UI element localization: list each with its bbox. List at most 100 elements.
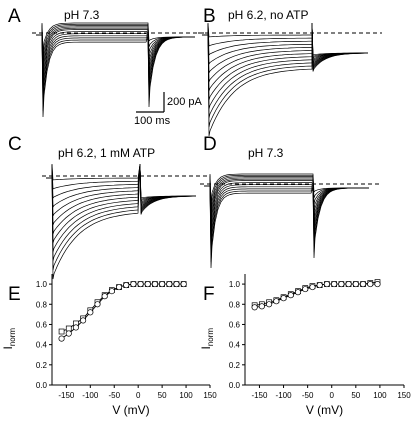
y-tick-label-e: 0.8	[36, 300, 48, 309]
y-tick-label-e: 0.6	[36, 320, 48, 329]
data-point-square-e	[65, 325, 72, 332]
data-point-circle-f	[374, 281, 381, 288]
fit-curve-square-e	[61, 283, 184, 332]
current-trace-d	[204, 185, 369, 269]
current-traces-a	[32, 22, 209, 118]
data-point-circle-f	[273, 298, 280, 305]
data-point-circle-f	[251, 304, 258, 311]
current-trace-c	[46, 163, 197, 202]
current-trace-c	[46, 163, 196, 201]
current-trace-b	[202, 22, 368, 56]
current-traces-b	[198, 22, 382, 137]
x-axis-label-f: V (mV)	[306, 403, 343, 417]
current-trace-d	[204, 182, 369, 245]
data-point-circle-f	[331, 281, 338, 288]
data-point-circle-f	[367, 281, 374, 288]
data-point-circle-e	[137, 281, 144, 288]
x-tick-label-f: -50	[302, 391, 314, 400]
fit-curve-circle-e	[61, 283, 184, 339]
x-tick-label-e: -150	[58, 391, 75, 400]
y-axis-label-subscript-e: norm	[8, 328, 17, 347]
data-point-circle-f	[345, 281, 352, 288]
condition-label-c: pH 6.2, 1 mM ATP	[58, 146, 155, 160]
y-axis-label-f: Inorm	[199, 328, 215, 350]
current-trace-d	[204, 185, 369, 263]
x-tick-label-f: -150	[251, 391, 268, 400]
current-trace-c	[46, 163, 196, 271]
data-point-circle-f	[280, 295, 287, 302]
data-point-circle-e	[94, 301, 101, 308]
fit-curve-square-f	[254, 281, 378, 306]
condition-label-d: pH 7.3	[248, 146, 284, 160]
data-point-circle-e	[130, 281, 137, 288]
data-point-circle-e	[151, 281, 158, 288]
data-point-circle-f	[352, 281, 359, 288]
current-traces-c	[42, 163, 208, 280]
data-point-circle-f	[302, 286, 309, 293]
panel-letter-b: B	[203, 6, 216, 27]
x-tick-label-e: 0	[136, 391, 141, 400]
iv-chart-f: 0.0 0.2 0.4 0.6 0.8 1.0 -150 -100 -50 0 50 100 150 V …	[199, 274, 411, 417]
panel-letter-e: E	[8, 284, 21, 305]
y-tick-label-e: 0.4	[36, 341, 48, 350]
y-tick-label-f: 0.6	[229, 320, 241, 329]
iv-chart-e: 0.0 0.2 0.4 0.6 0.8 1.0 -150 -100 -50 0 50 100 150 V …	[1, 274, 217, 417]
current-trace-d	[204, 184, 369, 257]
data-point-circle-e	[115, 284, 123, 291]
current-trace-a	[36, 31, 195, 94]
data-point-circle-f	[309, 284, 316, 291]
condition-label-b: pH 6.2, no ATP	[228, 8, 309, 22]
current-trace-a	[36, 30, 195, 88]
current-trace-b	[202, 22, 368, 137]
data-point-circle-f	[323, 281, 330, 288]
data-point-circle-e	[72, 324, 79, 331]
data-point-circle-e	[87, 309, 94, 316]
scale-bar: 200 pA 100 ms	[134, 92, 203, 127]
y-tick-label-e: 0.0	[36, 381, 48, 390]
data-point-circle-e	[166, 281, 173, 288]
x-tick-label-e: 100	[179, 391, 193, 400]
x-tick-label-f: 50	[351, 391, 360, 400]
x-tick-label-f: -100	[276, 391, 293, 400]
x-tick-label-e: -100	[82, 391, 99, 400]
x-tick-label-f: 0	[330, 391, 335, 400]
y-tick-label-e: 0.2	[36, 361, 48, 370]
y-tick-label-f: 0.0	[229, 381, 241, 390]
data-point-square-e	[58, 328, 65, 335]
x-tick-label-f: 150	[397, 391, 411, 400]
y-axis-label-subscript-f: norm	[206, 328, 215, 347]
panel-letter-c: C	[8, 134, 22, 155]
data-point-circle-f	[294, 289, 302, 296]
x-tick-label-e: 50	[158, 391, 167, 400]
data-point-circle-f	[287, 292, 294, 299]
data-point-circle-f	[338, 281, 345, 288]
current-trace-a	[36, 33, 195, 106]
current-traces-d	[200, 173, 381, 269]
y-tick-label-f: 0.4	[229, 341, 241, 350]
current-trace-c	[46, 163, 196, 235]
data-point-circle-f	[359, 281, 367, 288]
current-trace-b	[202, 22, 368, 74]
x-axis-label-e: V (mV)	[112, 403, 149, 417]
data-point-circle-f	[266, 301, 273, 308]
data-point-circle-e	[108, 288, 115, 295]
y-tick-label-e: 1.0	[36, 280, 48, 289]
current-trace-c	[46, 163, 196, 280]
condition-label-a: pH 7.3	[64, 8, 100, 22]
data-point-circle-e	[144, 281, 151, 288]
current-trace-d	[204, 181, 369, 239]
data-point-circle-e	[180, 281, 187, 288]
panel-letter-f: F	[203, 284, 215, 305]
x-tick-label-e: -50	[108, 391, 120, 400]
scale-bar-time-label: 100 ms	[134, 115, 171, 127]
fit-curve-circle-f	[254, 283, 378, 308]
y-tick-label-f: 1.0	[229, 280, 241, 289]
current-trace-a	[36, 32, 195, 100]
current-trace-c	[46, 163, 197, 253]
panel-letter-d: D	[203, 134, 217, 155]
data-point-circle-f	[258, 303, 265, 310]
data-point-circle-e	[101, 293, 108, 300]
current-trace-b	[202, 22, 369, 59]
x-tick-label-f: 100	[373, 391, 387, 400]
